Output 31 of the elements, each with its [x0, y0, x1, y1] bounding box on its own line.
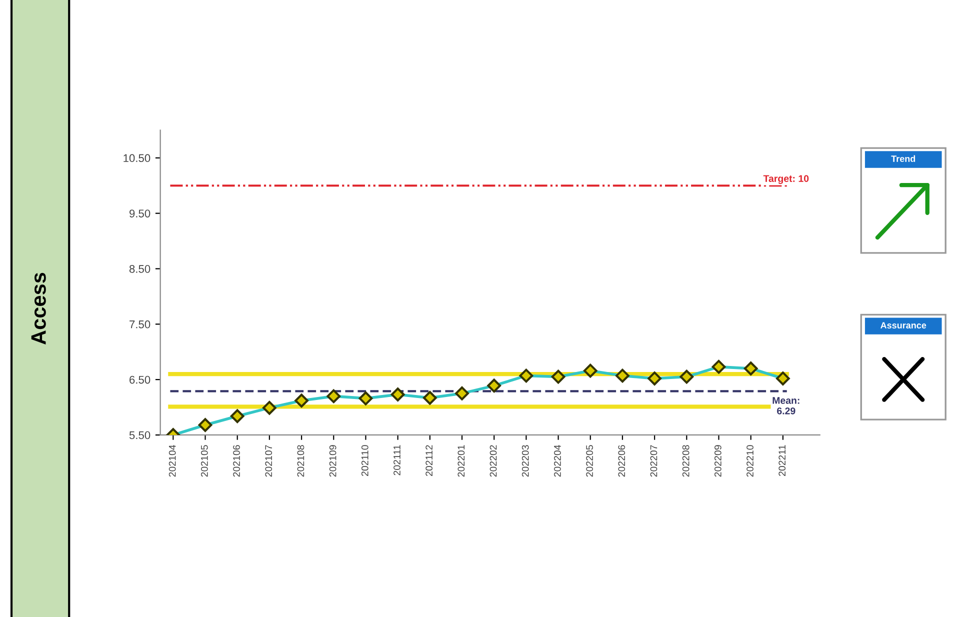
- y-tick-label: 7.50: [130, 320, 150, 328]
- x-tick-label: 202208: [682, 445, 690, 477]
- x-tick-label: 202110: [361, 445, 368, 476]
- y-tick-label: 6.50: [130, 376, 150, 384]
- text: Access: [31, 272, 46, 344]
- x-tick-label: 202210: [746, 445, 754, 477]
- x-tick-label: 202107: [265, 445, 272, 477]
- y-tick-label: 10.50: [124, 154, 150, 162]
- text: Trend: [891, 155, 916, 162]
- x-tick-label: 202203: [522, 445, 529, 477]
- y-tick-label: 9.50: [129, 210, 150, 218]
- x-tick-label: 202211: [778, 445, 786, 476]
- y-tick-label: 8.50: [129, 265, 150, 273]
- x-tick-label: 202108: [297, 445, 304, 477]
- x-tick-label: 202201: [458, 445, 465, 477]
- x-tick-label: 202206: [618, 445, 626, 477]
- x-tick-label: 202111: [394, 445, 400, 476]
- x-tick-label: 202109: [329, 445, 336, 477]
- y-tick-label: 5.50: [129, 431, 150, 440]
- ref-line-label: Mean: 6.29: [772, 397, 800, 414]
- x-tick-label: 202202: [490, 445, 497, 477]
- x-tick-label: 202104: [168, 444, 176, 477]
- x-tick-label: 202209: [714, 445, 722, 477]
- ref-line-label: Target: 10: [763, 175, 809, 184]
- x-tick-label: 202204: [554, 444, 561, 477]
- x-tick-label: 202112: [426, 445, 433, 476]
- x-tick-label: 202205: [586, 445, 593, 477]
- x-tick-label: 202106: [233, 445, 240, 477]
- text: Assurance: [880, 322, 926, 329]
- x-tick-label: 202105: [200, 445, 208, 477]
- x-tick-label: 202207: [650, 445, 658, 477]
